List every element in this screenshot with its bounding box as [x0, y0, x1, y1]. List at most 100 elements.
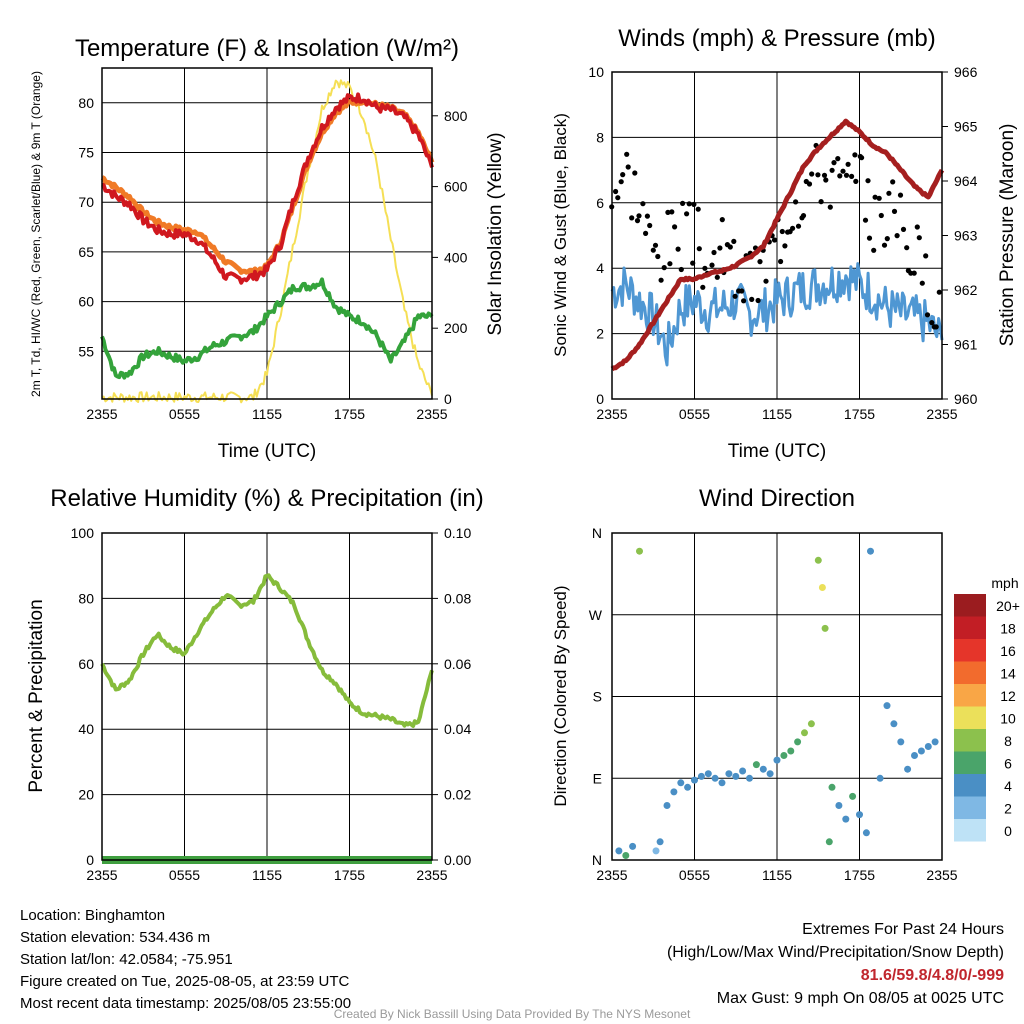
direction-point	[718, 779, 726, 787]
y2-tick-label: 964	[954, 173, 978, 189]
gust-point	[827, 204, 833, 210]
gust-point	[876, 195, 882, 201]
direction-point	[828, 783, 836, 791]
direction-point	[849, 792, 857, 800]
gust-point	[853, 178, 859, 184]
legend-swatch	[954, 639, 986, 662]
direction-point	[856, 811, 863, 819]
y2-tick-label: 965	[954, 119, 978, 135]
gust-point	[779, 228, 785, 235]
legend-label: 12	[1000, 688, 1016, 704]
info-location: Location: Binghamton	[20, 907, 166, 924]
y-axis-label: 2m T, Td, HI/WC (Red, Green, Scarlet/Blu…	[29, 71, 43, 397]
gust-point	[741, 298, 747, 304]
x-tick-label: 1755	[334, 406, 365, 422]
direction-point	[897, 738, 905, 746]
x-axis-label: Time (UTC)	[728, 441, 827, 462]
legend-label: 18	[1000, 621, 1016, 637]
plot-frame	[101, 67, 433, 400]
direction-point	[697, 772, 705, 780]
direction-point	[739, 767, 747, 775]
plot-frame	[611, 532, 943, 861]
gust-point	[669, 209, 675, 215]
series-rh-line	[100, 573, 434, 728]
series-pressure-line	[610, 118, 945, 372]
legend-swatch	[954, 594, 986, 617]
gust-point	[667, 261, 673, 267]
direction-point	[652, 847, 660, 855]
gust-point	[829, 167, 835, 173]
direction-point	[825, 838, 833, 846]
direction-point	[704, 770, 712, 778]
gust-point	[897, 192, 904, 198]
gust-point	[795, 223, 802, 229]
direction-point	[622, 852, 630, 859]
series-2m-temp-line	[101, 92, 434, 285]
y2-tick-label: 400	[444, 249, 468, 265]
gust-point	[749, 296, 755, 302]
x-tick-label: 1755	[844, 406, 875, 422]
y2-tick-label: 962	[954, 282, 978, 298]
direction-point	[636, 547, 643, 555]
y-tick-label: W	[589, 607, 603, 623]
y2-tick-label: 0.10	[444, 525, 471, 541]
gust-point	[643, 230, 649, 236]
speed-legend: mph 20+ 18 16 14 12 10 8 6 4 2 0	[954, 575, 1020, 842]
gust-point	[859, 155, 865, 161]
gust-point	[900, 226, 907, 232]
gust-point	[675, 246, 681, 252]
gust-point	[680, 200, 686, 206]
y2-axis-label: Station Pressure (Maroon)	[997, 124, 1018, 347]
legend-label: 4	[1004, 778, 1012, 794]
y-tick-label: 80	[78, 95, 94, 111]
x-tick-label: 2355	[416, 406, 447, 422]
y-tick-label: 10	[588, 64, 604, 80]
y-tick-label: 6	[596, 195, 604, 211]
y-tick-label: N	[592, 525, 602, 541]
gust-point	[916, 235, 922, 241]
gust-point	[843, 172, 850, 178]
y-tick-label: 60	[78, 294, 94, 310]
gust-point	[647, 222, 653, 229]
direction-point	[883, 702, 891, 710]
panel-title: Temperature (F) & Insolation (W/m²)	[75, 35, 459, 62]
gust-point	[911, 270, 917, 276]
x-tick-label: 0555	[679, 406, 710, 422]
gust-point	[771, 237, 778, 243]
legend-label: 8	[1004, 733, 1012, 749]
direction-point	[677, 779, 685, 787]
gust-point	[914, 224, 920, 230]
gust-point	[929, 320, 935, 326]
direction-point	[766, 770, 774, 778]
y2-tick-label: 0.06	[444, 656, 471, 672]
y-tick-label: 2	[596, 326, 604, 342]
direction-point	[787, 747, 795, 755]
plot-frame	[611, 71, 943, 400]
gust-point	[845, 161, 851, 167]
gust-point	[866, 235, 873, 241]
y-tick-label: 55	[78, 343, 94, 359]
gust-point	[878, 212, 884, 219]
direction-point	[725, 770, 733, 778]
direction-point	[773, 756, 781, 764]
gust-point	[650, 247, 656, 253]
y2-tick-label: 961	[954, 337, 978, 353]
direction-point	[842, 815, 850, 823]
legend-swatch	[954, 684, 986, 707]
series-solar-line	[101, 79, 433, 404]
y-axis-label: Direction (Colored By Speed)	[551, 585, 570, 806]
gust-point	[849, 173, 855, 179]
gust-point	[872, 194, 878, 200]
panel-title: Winds (mph) & Pressure (mb)	[618, 25, 935, 52]
legend-label: 20+	[996, 598, 1020, 614]
legend-swatch	[954, 661, 986, 684]
panel-2: Winds (mph) & Pressure (mb) 2355 0555 1155 1…	[551, 25, 1018, 462]
direction-point	[876, 774, 884, 782]
panel-title: Relative Humidity (%) & Precipitation (i…	[50, 485, 483, 512]
y-tick-label: 70	[78, 194, 94, 210]
direction-point	[746, 774, 753, 782]
gust-point	[936, 289, 942, 295]
direction-point	[814, 556, 822, 564]
gust-point	[678, 266, 684, 273]
